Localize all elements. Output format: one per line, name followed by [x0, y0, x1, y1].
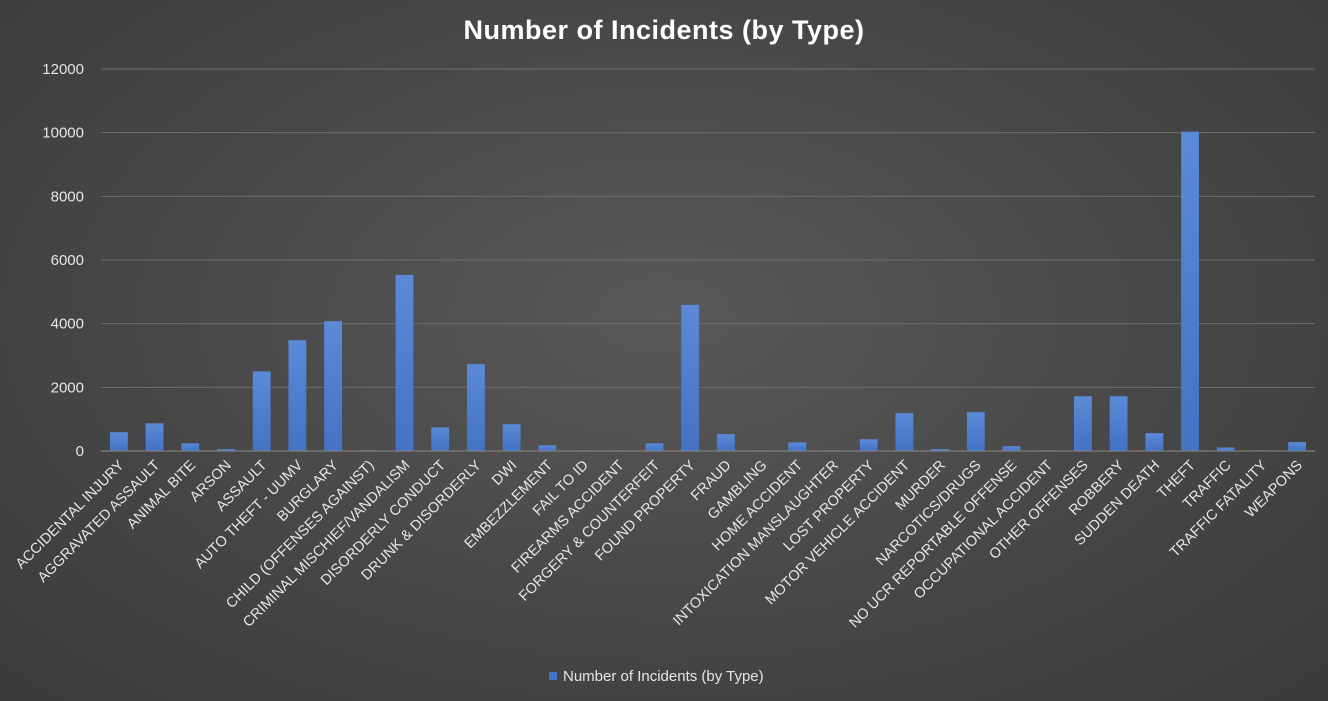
y-tick-label: 2000 [51, 379, 84, 396]
bar [1002, 446, 1021, 451]
y-axis-tick-labels: 0 2000 4000 6000 8000 10000 12000 [42, 61, 84, 460]
bar [395, 274, 414, 451]
bar [431, 427, 450, 451]
legend: Number of Incidents (by Type) [549, 668, 764, 685]
y-tick-label: 4000 [51, 316, 84, 333]
y-tick-label: 10000 [42, 125, 84, 142]
legend-label: Number of Incidents (by Type) [563, 668, 764, 685]
y-tick-label: 12000 [42, 61, 84, 78]
bar [788, 442, 807, 451]
bar [1181, 131, 1199, 451]
bar [288, 340, 307, 451]
bar [966, 412, 985, 451]
bar [181, 443, 200, 451]
bar [502, 424, 521, 451]
bar [538, 445, 557, 451]
bar [1216, 447, 1235, 451]
bar [1073, 396, 1092, 451]
bar [1288, 442, 1307, 451]
x-category-label: DWI [489, 458, 520, 489]
bar [645, 443, 664, 451]
y-tick-label: 6000 [51, 252, 84, 269]
legend-swatch [549, 672, 557, 680]
bar [1145, 433, 1164, 451]
bar [324, 321, 343, 451]
chart-title: Number of Incidents (by Type) [463, 15, 864, 45]
bar [859, 439, 878, 451]
bar [931, 449, 950, 451]
bar [1109, 396, 1128, 451]
bar [716, 434, 735, 451]
bar [681, 304, 700, 451]
bar [109, 432, 128, 451]
bar [895, 413, 914, 451]
bar [145, 423, 164, 451]
bar [217, 449, 235, 451]
bar [466, 364, 485, 451]
bars [109, 131, 1307, 451]
y-tick-label: 8000 [51, 188, 84, 205]
bar [252, 371, 271, 451]
y-tick-label: 0 [76, 443, 84, 460]
gridlines [101, 68, 1315, 388]
